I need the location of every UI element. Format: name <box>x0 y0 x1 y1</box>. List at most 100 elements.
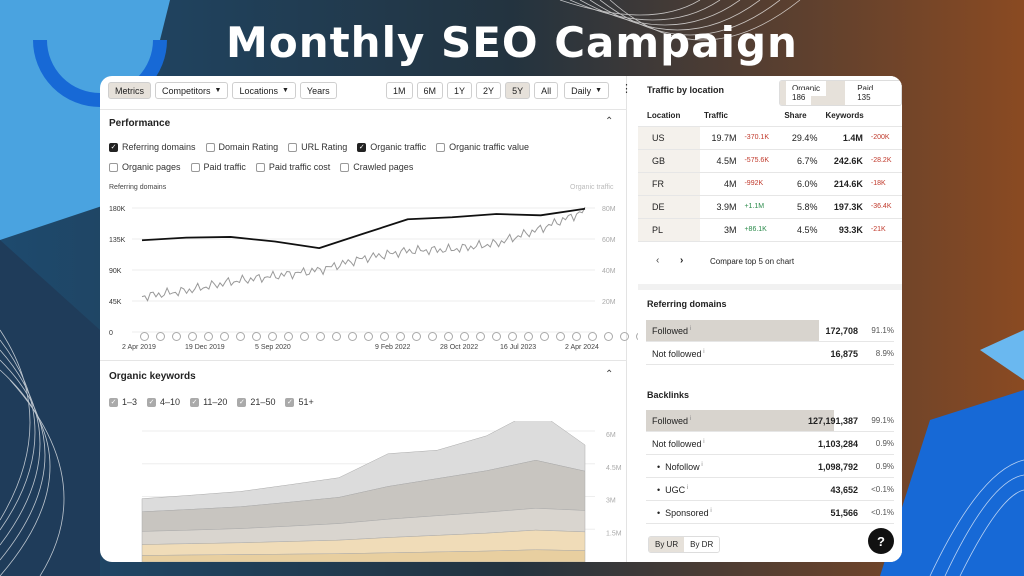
column-header[interactable]: Share <box>780 106 822 127</box>
info-icon[interactable]: i <box>701 348 705 355</box>
annotation-marker-icon[interactable] <box>236 332 245 341</box>
checkbox-option[interactable]: Paid traffic cost <box>255 162 330 172</box>
annotation-marker-icon[interactable] <box>572 332 581 341</box>
info-icon[interactable]: i <box>708 507 712 514</box>
annotation-marker-icon[interactable] <box>492 332 501 341</box>
annotation-marker-icon[interactable] <box>316 332 325 341</box>
link-row[interactable]: Followed i 172,708 91.1% <box>646 320 894 342</box>
annotation-marker-icon[interactable] <box>556 332 565 341</box>
annotation-markers <box>140 332 677 341</box>
checkbox-option[interactable]: Organic traffic value <box>436 142 529 152</box>
annotation-marker-icon[interactable] <box>268 332 277 341</box>
caret-down-icon: ▼ <box>281 87 289 94</box>
table-row[interactable]: US 19.7M -370.1K 29.4% 1.4M -200K <box>638 126 902 150</box>
interval-select[interactable]: Daily ▼ <box>564 82 610 99</box>
table-row[interactable]: GB 4.5M -575.6K 6.7% 242.6K -28.2K <box>638 149 902 173</box>
chevron-left-icon[interactable]: ‹ <box>656 255 660 266</box>
annotation-marker-icon[interactable] <box>620 332 629 341</box>
left-axis-label: Referring domains <box>109 184 167 191</box>
chevron-up-icon[interactable]: ⌃ <box>605 369 614 380</box>
tab-locations[interactable]: Locations ▼ <box>232 82 296 99</box>
tab-years[interactable]: Years <box>299 82 337 99</box>
link-row[interactable]: • Sponsored i 51,566 <0.1% <box>646 502 894 524</box>
tab-competitors[interactable]: Competitors ▼ <box>155 82 229 99</box>
checkbox-option[interactable]: Paid traffic <box>190 162 246 172</box>
annotation-marker-icon[interactable] <box>204 332 213 341</box>
more-vertical-icon[interactable]: ⋮ <box>621 83 633 95</box>
annotation-marker-icon[interactable] <box>460 332 469 341</box>
annotation-marker-icon[interactable] <box>140 332 149 341</box>
annotation-marker-icon[interactable] <box>588 332 597 341</box>
column-header[interactable]: Location <box>638 106 700 127</box>
by-dr-tab[interactable]: By DR <box>684 537 720 552</box>
range-1y[interactable]: 1Y <box>447 82 473 99</box>
link-row[interactable]: • Nofollow i 1,098,792 0.9% <box>646 456 894 478</box>
checkbox-checked-icon: ✓ <box>109 397 118 407</box>
annotation-marker-icon[interactable] <box>364 332 373 341</box>
annotation-marker-icon[interactable] <box>444 332 453 341</box>
checkbox-option[interactable]: Domain Rating <box>205 142 278 152</box>
checkbox-option[interactable]: ✓ 1–3 <box>109 397 137 407</box>
chevron-right-icon[interactable]: › <box>680 255 684 266</box>
checkbox-option[interactable]: URL Rating <box>288 142 347 152</box>
location-cell: PL <box>638 218 700 242</box>
range-2y[interactable]: 2Y <box>476 82 502 99</box>
checkbox-option[interactable]: ✓ Referring domains <box>109 142 196 152</box>
organic-tab[interactable]: Organic 186 <box>780 81 846 105</box>
range-6m[interactable]: 6M <box>416 82 444 99</box>
annotation-marker-icon[interactable] <box>604 332 613 341</box>
annotation-marker-icon[interactable] <box>524 332 533 341</box>
checkbox-option[interactable]: ✓ 11–20 <box>190 397 227 407</box>
checkbox-option[interactable]: ✓ 21–50 <box>237 397 275 407</box>
info-icon[interactable]: i <box>688 415 692 422</box>
checkbox-option[interactable]: Organic pages <box>109 162 181 172</box>
checkbox-checked-icon: ✓ <box>285 397 295 407</box>
annotation-marker-icon[interactable] <box>172 332 181 341</box>
checkbox-option[interactable]: Crawled pages <box>340 162 413 172</box>
annotation-marker-icon[interactable] <box>332 332 341 341</box>
annotation-marker-icon[interactable] <box>396 332 405 341</box>
column-header[interactable]: Keywords <box>821 106 902 127</box>
annotation-marker-icon[interactable] <box>220 332 229 341</box>
annotation-marker-icon[interactable] <box>252 332 261 341</box>
info-icon[interactable]: i <box>699 461 703 468</box>
annotation-marker-icon[interactable] <box>476 332 485 341</box>
paid-tab[interactable]: Paid 135 <box>845 81 901 105</box>
info-icon[interactable]: i <box>701 438 705 445</box>
range-5y[interactable]: 5Y <box>505 82 531 99</box>
table-row[interactable]: PL 3M +86.1K 4.5% 93.3K -21K <box>638 218 902 242</box>
link-row[interactable]: • UGC i 43,652 <0.1% <box>646 479 894 501</box>
by-ur-tab[interactable]: By UR <box>649 537 685 552</box>
annotation-marker-icon[interactable] <box>300 332 309 341</box>
annotation-marker-icon[interactable] <box>284 332 293 341</box>
checkbox-option[interactable]: ✓ 4–10 <box>147 397 180 407</box>
help-button[interactable]: ? <box>868 528 894 554</box>
date-tick-label: 5 Sep 2020 <box>255 344 291 351</box>
annotation-marker-icon[interactable] <box>188 332 197 341</box>
annotation-marker-icon[interactable] <box>348 332 357 341</box>
chevron-up-icon[interactable]: ⌃ <box>605 116 614 127</box>
checkbox-label: Organic traffic <box>370 142 427 152</box>
compare-link[interactable]: Compare top 5 on chart <box>710 257 795 266</box>
checkbox-option[interactable]: ✓ 51+ <box>285 397 314 407</box>
annotation-marker-icon[interactable] <box>540 332 549 341</box>
checkbox-option[interactable]: ✓ Organic traffic <box>357 142 426 152</box>
info-icon[interactable]: i <box>685 484 689 491</box>
annotation-marker-icon[interactable] <box>380 332 389 341</box>
link-row[interactable]: Followed i 127,191,387 99.1% <box>646 410 894 432</box>
annotation-marker-icon[interactable] <box>156 332 165 341</box>
column-header[interactable]: Traffic <box>700 106 781 127</box>
annotation-marker-icon[interactable] <box>412 332 421 341</box>
annotation-marker-icon[interactable] <box>508 332 517 341</box>
link-row[interactable]: Not followed i 1,103,284 0.9% <box>646 433 894 455</box>
info-icon[interactable]: i <box>688 325 692 332</box>
tab-metrics[interactable]: Metrics <box>108 82 151 99</box>
table-row[interactable]: DE 3.9M +1.1M 5.8% 197.3K -36.4K <box>638 195 902 219</box>
row-value: 1,098,792 <box>817 461 858 472</box>
range-1m[interactable]: 1M <box>386 82 413 99</box>
link-row[interactable]: Not followed i 16,875 8.9% <box>646 343 894 365</box>
range-all[interactable]: All <box>534 82 559 99</box>
table-row[interactable]: FR 4M -992K 6.0% 214.6K -18K <box>638 172 902 196</box>
organic-traffic-line <box>141 206 586 302</box>
annotation-marker-icon[interactable] <box>428 332 437 341</box>
